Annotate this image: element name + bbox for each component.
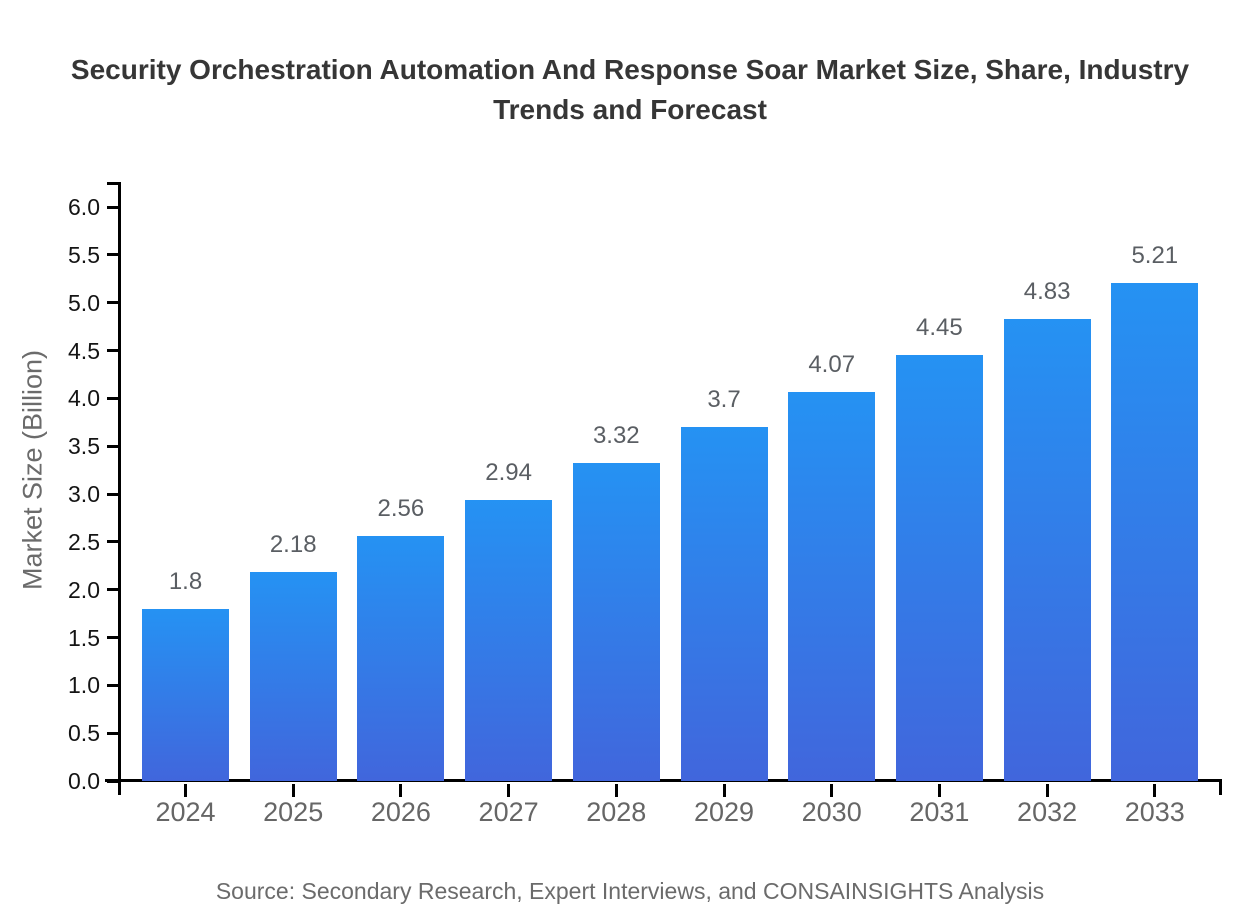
bar-2025[interactable] xyxy=(249,572,337,781)
y-axis-tick xyxy=(107,253,121,257)
bar-2029[interactable] xyxy=(680,427,768,781)
y-axis-tick xyxy=(107,396,121,400)
y-axis-tick-label: 2.5 xyxy=(68,528,100,555)
y-axis-tick-label: 0.5 xyxy=(68,720,100,747)
y-axis-tick xyxy=(107,779,121,783)
x-axis-end-cap xyxy=(1219,782,1222,795)
x-axis-tick xyxy=(507,784,511,797)
y-axis-tick xyxy=(107,731,121,735)
x-axis-tick-label-2029: 2029 xyxy=(693,797,755,827)
y-axis-tick-label: 3.0 xyxy=(68,481,100,507)
bar-value-label-2032: 4.83 xyxy=(1023,277,1071,305)
x-axis-tick-label-2027: 2027 xyxy=(478,797,539,827)
x-axis-tick xyxy=(399,784,403,797)
x-axis-line xyxy=(105,779,1222,782)
y-axis-tick-label: 1.5 xyxy=(68,624,100,651)
y-axis-tick-label: 4.0 xyxy=(68,385,100,412)
y-axis-tick-label: 4.5 xyxy=(68,337,100,364)
x-axis-tick xyxy=(830,784,834,797)
bar-2024[interactable] xyxy=(142,608,229,781)
y-axis-tick xyxy=(107,349,121,352)
y-axis-tick xyxy=(107,301,121,305)
y-axis-tick-label: 6.0 xyxy=(68,194,100,220)
x-axis-tick xyxy=(1045,784,1049,797)
x-axis-tick-label-2030: 2030 xyxy=(801,797,862,827)
y-axis-tick xyxy=(107,636,121,639)
bar-value-label-2029: 3.7 xyxy=(707,386,741,414)
x-axis-tick xyxy=(614,784,618,797)
y-axis-tick xyxy=(107,588,121,592)
bar-value-label-2031: 4.45 xyxy=(916,314,963,342)
bar-2028[interactable] xyxy=(572,463,660,781)
x-axis-tick xyxy=(291,784,295,797)
y-axis-tick-label: 5.5 xyxy=(68,241,100,268)
y-axis-tick xyxy=(107,492,121,496)
y-axis-tick xyxy=(107,540,121,544)
x-axis-tick-label-2033: 2033 xyxy=(1124,797,1185,827)
bar-value-label-2024: 1.8 xyxy=(168,567,203,595)
bar-2030[interactable] xyxy=(788,391,876,781)
bar-2031[interactable] xyxy=(895,355,983,781)
x-axis-tick-label-2024: 2024 xyxy=(155,797,216,827)
x-axis-tick-label-2025: 2025 xyxy=(263,797,324,827)
x-axis-tick xyxy=(937,784,941,797)
x-axis-tick-label-2032: 2032 xyxy=(1017,797,1078,827)
x-axis-tick-label-2026: 2026 xyxy=(370,797,431,827)
bar-value-label-2030: 4.07 xyxy=(808,350,856,378)
y-axis-tick-label: 2.0 xyxy=(68,576,100,603)
bar-value-label-2033: 5.21 xyxy=(1131,241,1179,269)
bar-value-label-2028: 3.32 xyxy=(592,422,640,450)
bar-value-label-2027: 2.94 xyxy=(485,458,532,486)
bar-2032[interactable] xyxy=(1003,318,1091,781)
bar-value-label-2026: 2.56 xyxy=(377,495,425,523)
x-axis-tick-label-2028: 2028 xyxy=(586,797,647,827)
bar-2027[interactable] xyxy=(465,499,553,781)
x-axis-tick xyxy=(722,784,726,797)
y-axis-end-cap xyxy=(107,182,121,185)
y-axis-tick xyxy=(107,444,121,448)
bar-value-label-2025: 2.18 xyxy=(269,531,317,559)
y-axis-line xyxy=(118,182,121,795)
y-axis-tick-label: 1.0 xyxy=(68,672,100,699)
y-axis-tick xyxy=(107,683,121,687)
source-note: Source: Secondary Research, Expert Inter… xyxy=(215,878,1045,904)
x-axis-tick-label-2031: 2031 xyxy=(909,797,970,827)
x-axis-tick xyxy=(1153,784,1157,797)
bar-2033[interactable] xyxy=(1111,282,1199,781)
y-axis-tick-label: 5.0 xyxy=(68,289,100,316)
x-axis-tick xyxy=(184,784,187,797)
y-axis-tick xyxy=(107,205,121,209)
chart-title: Security Orchestration Automation And Re… xyxy=(70,54,1190,125)
y-axis-tick-label: 0.0 xyxy=(68,768,100,794)
y-axis-tick-label: 3.5 xyxy=(68,433,100,460)
bar-2026[interactable] xyxy=(357,536,445,781)
